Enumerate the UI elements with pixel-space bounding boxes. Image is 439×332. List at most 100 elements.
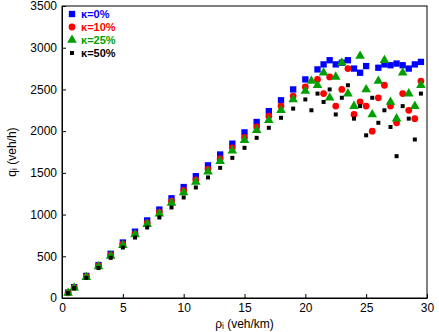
tick-mark [184,294,185,298]
point [230,156,234,160]
point [376,121,380,125]
tick-label: 1000 [30,208,57,222]
tick: 10 [177,294,191,315]
tick-label: 30 [421,301,435,315]
tick-mark [305,294,306,298]
point [407,117,411,121]
tick-label: 3500 [30,0,57,13]
point [406,65,412,71]
point [319,67,329,75]
point [334,112,338,116]
legend-marker [67,34,77,42]
tick-label: 2500 [30,83,57,97]
point [349,101,359,109]
tick-label: 3000 [30,41,57,55]
point [243,146,247,150]
point [218,166,222,170]
point [121,246,125,250]
chart: 0 5 10 15 20 25 30 0 500 1000 1500 2000 2500 3000 3500… [0,0,439,332]
tick-label: 2000 [30,124,57,138]
tick-mark [62,48,66,49]
tick-label: 0 [50,291,57,305]
tick-label: 5 [120,301,127,315]
tick: 15 [238,294,252,315]
point [133,236,137,240]
x-axis: 0 5 10 15 20 25 30 [59,294,434,315]
tick-mark [62,131,66,132]
point [404,88,414,96]
point [393,60,399,66]
point [386,96,396,104]
point [288,94,298,102]
tick: 2500 [30,83,66,97]
point [191,176,201,184]
point [363,103,370,110]
y-axis: 0 500 1000 1500 2000 2500 3000 3500 [30,0,66,305]
point [316,92,320,96]
point [352,117,356,121]
point [291,107,295,111]
tick-label: 25 [360,301,374,315]
point [337,57,347,65]
point [66,291,70,295]
series-1 [65,65,425,296]
point [278,97,284,103]
tick-label: 10 [177,301,191,315]
point [331,71,341,79]
point [240,135,250,143]
point [345,57,351,63]
tick-label: 15 [238,301,252,315]
point [382,108,386,112]
tick: 20 [299,294,313,315]
tick-mark [123,294,124,298]
series-3 [66,83,423,295]
plot: 0 5 10 15 20 25 30 0 500 1000 1500 2000 2500 3000 3500… [30,0,434,315]
point [338,86,345,93]
point [327,57,333,63]
tick: 1000 [30,208,66,222]
point [97,266,101,270]
point [94,261,104,269]
tick: 2000 [30,124,66,138]
point [145,226,149,230]
point [215,156,225,164]
point [374,76,384,84]
point [340,96,344,100]
point [267,126,271,130]
tick-mark [62,173,66,174]
point [69,282,79,290]
point [364,133,368,137]
point [313,80,323,88]
tick-mark [62,215,66,216]
point [410,101,420,109]
point [389,125,393,129]
point [416,80,426,88]
point [309,108,313,112]
tick-label: 500 [37,250,57,264]
tick-label: 0 [59,301,66,315]
tick: 30 [421,294,435,315]
point [413,137,417,141]
tick-label: 20 [299,301,313,315]
point [182,195,186,199]
point [412,61,418,67]
point [157,215,161,219]
tick: 1500 [30,166,66,180]
point [179,187,189,195]
legend-label: κ=0% [81,8,110,20]
series-2 [63,51,425,296]
tick: 5 [120,294,127,315]
tick-label: 1500 [30,166,57,180]
legend-marker [69,24,76,31]
tick-mark [366,294,367,298]
point [387,62,393,68]
point [355,51,365,59]
tick-mark [62,89,66,90]
point [320,61,326,67]
point [155,208,165,216]
point [398,67,408,75]
point [228,145,238,153]
point [109,256,113,260]
point [325,92,335,100]
point [351,65,357,71]
